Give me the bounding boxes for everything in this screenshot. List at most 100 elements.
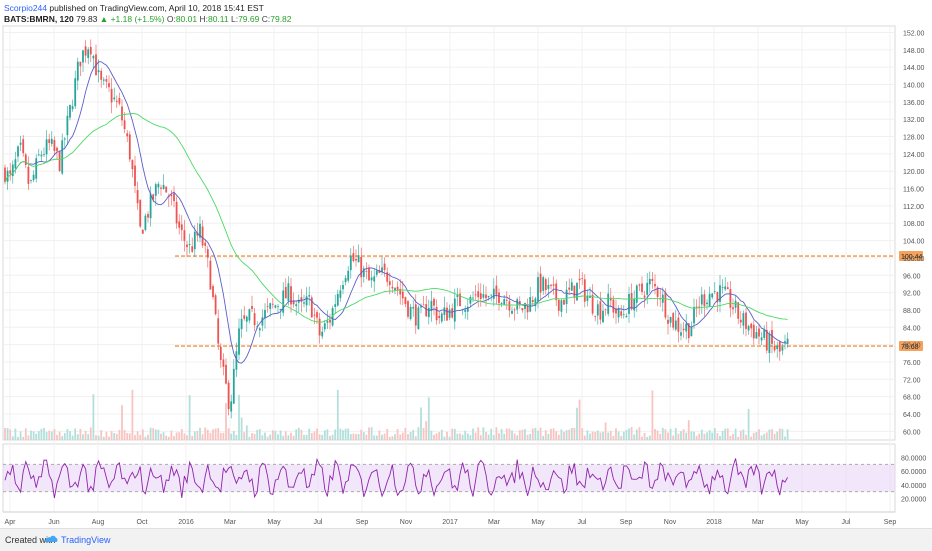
time-tick-label: Jul xyxy=(842,519,851,526)
volume-bar xyxy=(596,430,599,440)
volume-bar xyxy=(565,430,568,440)
volume-bar xyxy=(342,430,344,440)
volume-bar xyxy=(630,427,633,440)
candle xyxy=(123,112,126,134)
candle-body xyxy=(576,282,578,301)
volume-bar xyxy=(35,433,38,440)
candle-body xyxy=(321,331,324,337)
volume-bar xyxy=(682,429,685,440)
candle xyxy=(609,287,612,308)
tradingview-link[interactable]: TradingView xyxy=(61,535,111,545)
candle xyxy=(295,301,298,316)
candle xyxy=(303,294,305,308)
candle-body xyxy=(17,146,19,157)
candle-body xyxy=(139,199,142,227)
candle-body xyxy=(27,166,30,184)
rsi-indicator[interactable] xyxy=(3,457,895,499)
volume-bar xyxy=(266,436,269,440)
price-tick-label: 148.00 xyxy=(903,48,925,55)
candle xyxy=(438,311,441,324)
candle-body xyxy=(105,79,108,82)
candle xyxy=(82,50,84,73)
volume-bar xyxy=(82,434,84,440)
volume-bar xyxy=(698,433,701,440)
candle-body xyxy=(472,297,474,299)
candle xyxy=(318,312,321,344)
candle-body xyxy=(448,309,451,318)
candle xyxy=(581,272,584,285)
candle xyxy=(638,283,641,292)
candle xyxy=(576,282,578,301)
candle xyxy=(752,320,755,345)
rsi-tick-label: 60.0000 xyxy=(901,469,926,476)
candle xyxy=(157,181,160,194)
volume-bar xyxy=(243,432,246,440)
candlesticks[interactable] xyxy=(4,39,789,419)
candle-body xyxy=(401,291,404,299)
candle-body xyxy=(43,154,45,155)
candle xyxy=(347,266,350,283)
candle-body xyxy=(269,303,272,310)
candle xyxy=(487,295,490,301)
rsi-line xyxy=(4,457,788,499)
support-resistance-lines[interactable]: 100.44 79.68 xyxy=(175,251,923,352)
candle xyxy=(570,278,573,292)
candle-body xyxy=(219,346,222,360)
candle-body xyxy=(511,310,513,314)
candle-body xyxy=(630,293,633,310)
tradingview-logo-icon[interactable] xyxy=(44,533,58,545)
volume-bar xyxy=(352,433,355,440)
candle xyxy=(19,135,22,152)
symbol-name[interactable]: BATS:BMRN, 120 xyxy=(4,14,74,24)
candle-body xyxy=(264,309,266,319)
candle-body xyxy=(271,303,274,305)
volume-bar xyxy=(336,389,339,440)
volume-bar xyxy=(308,428,311,440)
candle-body xyxy=(287,283,290,301)
candle xyxy=(373,268,376,293)
candle xyxy=(193,225,196,257)
price-tick-label: 124.00 xyxy=(903,152,925,159)
candle-body xyxy=(388,281,391,286)
candle-body xyxy=(568,287,571,290)
volume-bar xyxy=(139,434,142,440)
volume-bar xyxy=(217,428,220,440)
candle xyxy=(53,136,56,156)
high-label: H: xyxy=(199,14,208,24)
volume-bar xyxy=(131,389,134,440)
candle-body xyxy=(526,306,529,313)
price-tick-label: 76.00 xyxy=(903,360,921,367)
volume-bar xyxy=(492,435,495,440)
candle-body xyxy=(297,299,300,303)
candle-body xyxy=(248,309,251,321)
candle xyxy=(362,265,365,283)
author-link[interactable]: Scorpio244 xyxy=(4,3,48,13)
candle xyxy=(79,61,82,76)
candle xyxy=(214,293,217,316)
level-price-label: 100.44 xyxy=(901,254,923,261)
volume-bar xyxy=(726,428,729,440)
volume-bar xyxy=(687,420,690,440)
candle-body xyxy=(82,50,84,63)
open-value: 80.01 xyxy=(175,14,198,24)
volume-bar xyxy=(646,436,649,440)
volume-bar xyxy=(201,434,204,440)
volume-bar xyxy=(175,432,178,440)
volume-bar xyxy=(378,430,381,440)
candle-body xyxy=(152,194,155,200)
candle-body xyxy=(513,309,516,311)
candle xyxy=(287,276,290,306)
change-value: +1.18 (+1.5%) xyxy=(110,14,165,24)
candle xyxy=(750,322,753,338)
volume-bar xyxy=(269,434,272,440)
volume-bar xyxy=(474,432,477,440)
volume-bar xyxy=(58,431,61,440)
volume-bar xyxy=(97,435,100,440)
candle xyxy=(121,99,123,127)
volume-bar xyxy=(362,432,365,440)
candle-body xyxy=(414,304,417,326)
candle xyxy=(292,292,295,308)
candle xyxy=(703,289,706,317)
price-chart[interactable]: 100.44 79.68 152.00 148.00 144.00 140.00 136.… xyxy=(0,0,932,528)
time-tick-label: May xyxy=(267,519,281,526)
